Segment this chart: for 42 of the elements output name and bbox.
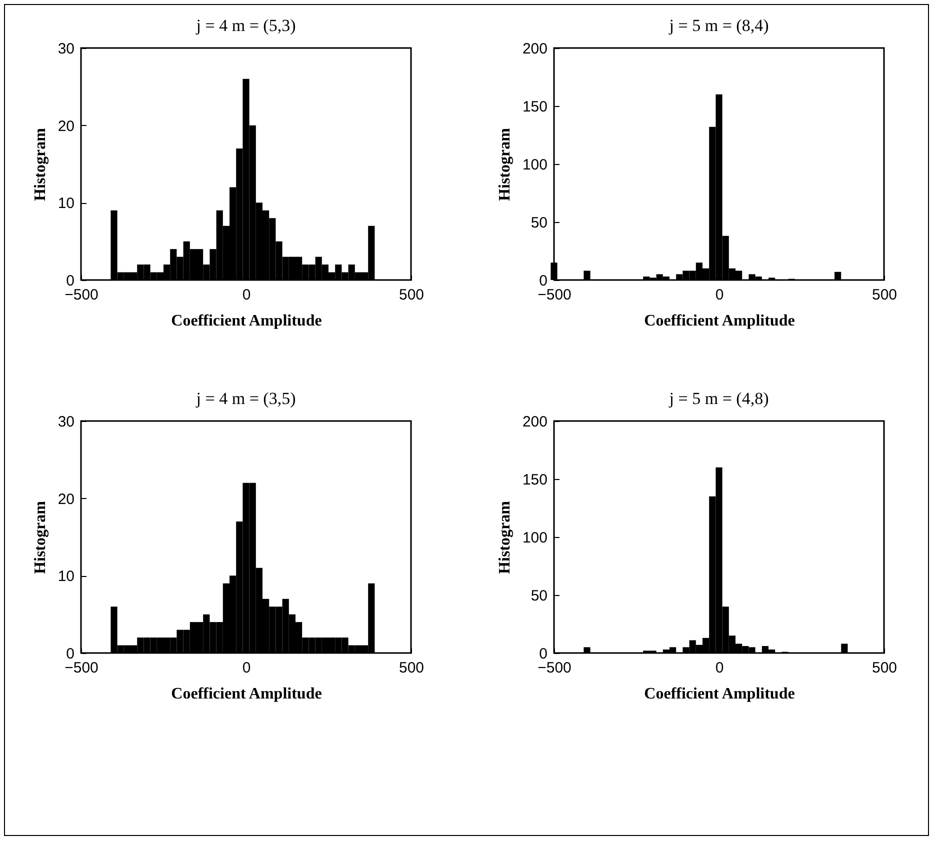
y-axis-title: Histogram (496, 500, 514, 574)
y-tick-label: 20 (58, 118, 74, 135)
y-tick-label: 20 (58, 490, 74, 508)
chart-title: j = 4 m = (5,3) (195, 16, 296, 35)
y-tick-label: 50 (530, 214, 548, 232)
y-tick-label: 0 (66, 646, 74, 662)
x-tick-label: 0 (715, 660, 724, 676)
y-tick-label: 0 (539, 646, 548, 662)
y-axis-title: Histogram (496, 127, 514, 201)
y-tick-label: 100 (522, 530, 548, 546)
y-tick-label: 30 (58, 40, 74, 58)
y-tick-label: 0 (539, 272, 548, 290)
y-tick-label: 200 (522, 414, 548, 430)
y-tick-label: 100 (522, 156, 548, 174)
y-tick-label: 150 (522, 472, 548, 488)
x-tick-label: 0 (715, 286, 724, 304)
x-tick-label: 0 (242, 660, 251, 676)
x-axis-title: Coefficient Amplitude (171, 686, 322, 702)
x-tick-label: −500 (64, 286, 98, 304)
y-tick-label: 200 (522, 40, 548, 58)
y-axis-title: Histogram (32, 500, 49, 574)
x-tick-label: −500 (538, 286, 572, 304)
x-tick-label: −500 (64, 660, 98, 676)
x-tick-label: 500 (872, 660, 898, 676)
y-tick-label: 50 (530, 588, 548, 604)
y-tick-label: 150 (522, 98, 548, 116)
y-tick-label: 0 (66, 272, 74, 290)
x-tick-label: −500 (538, 660, 572, 676)
x-tick-label: 500 (398, 286, 424, 304)
x-axis-title: Coefficient Amplitude (644, 686, 795, 702)
chart-title: j = 5 m = (4,8) (668, 389, 769, 408)
x-tick-label: 500 (398, 660, 424, 676)
x-tick-label: 0 (242, 286, 251, 304)
x-axis-title: Coefficient Amplitude (171, 312, 322, 330)
x-axis-title: Coefficient Amplitude (644, 312, 795, 330)
chart-title: j = 5 m = (8,4) (668, 16, 769, 35)
chart-title: j = 4 m = (3,5) (195, 389, 296, 408)
y-tick-label: 10 (58, 568, 74, 586)
y-axis-title: Histogram (32, 127, 49, 201)
y-tick-label: 10 (58, 195, 74, 212)
y-tick-label: 30 (58, 414, 74, 430)
x-tick-label: 500 (872, 286, 898, 304)
